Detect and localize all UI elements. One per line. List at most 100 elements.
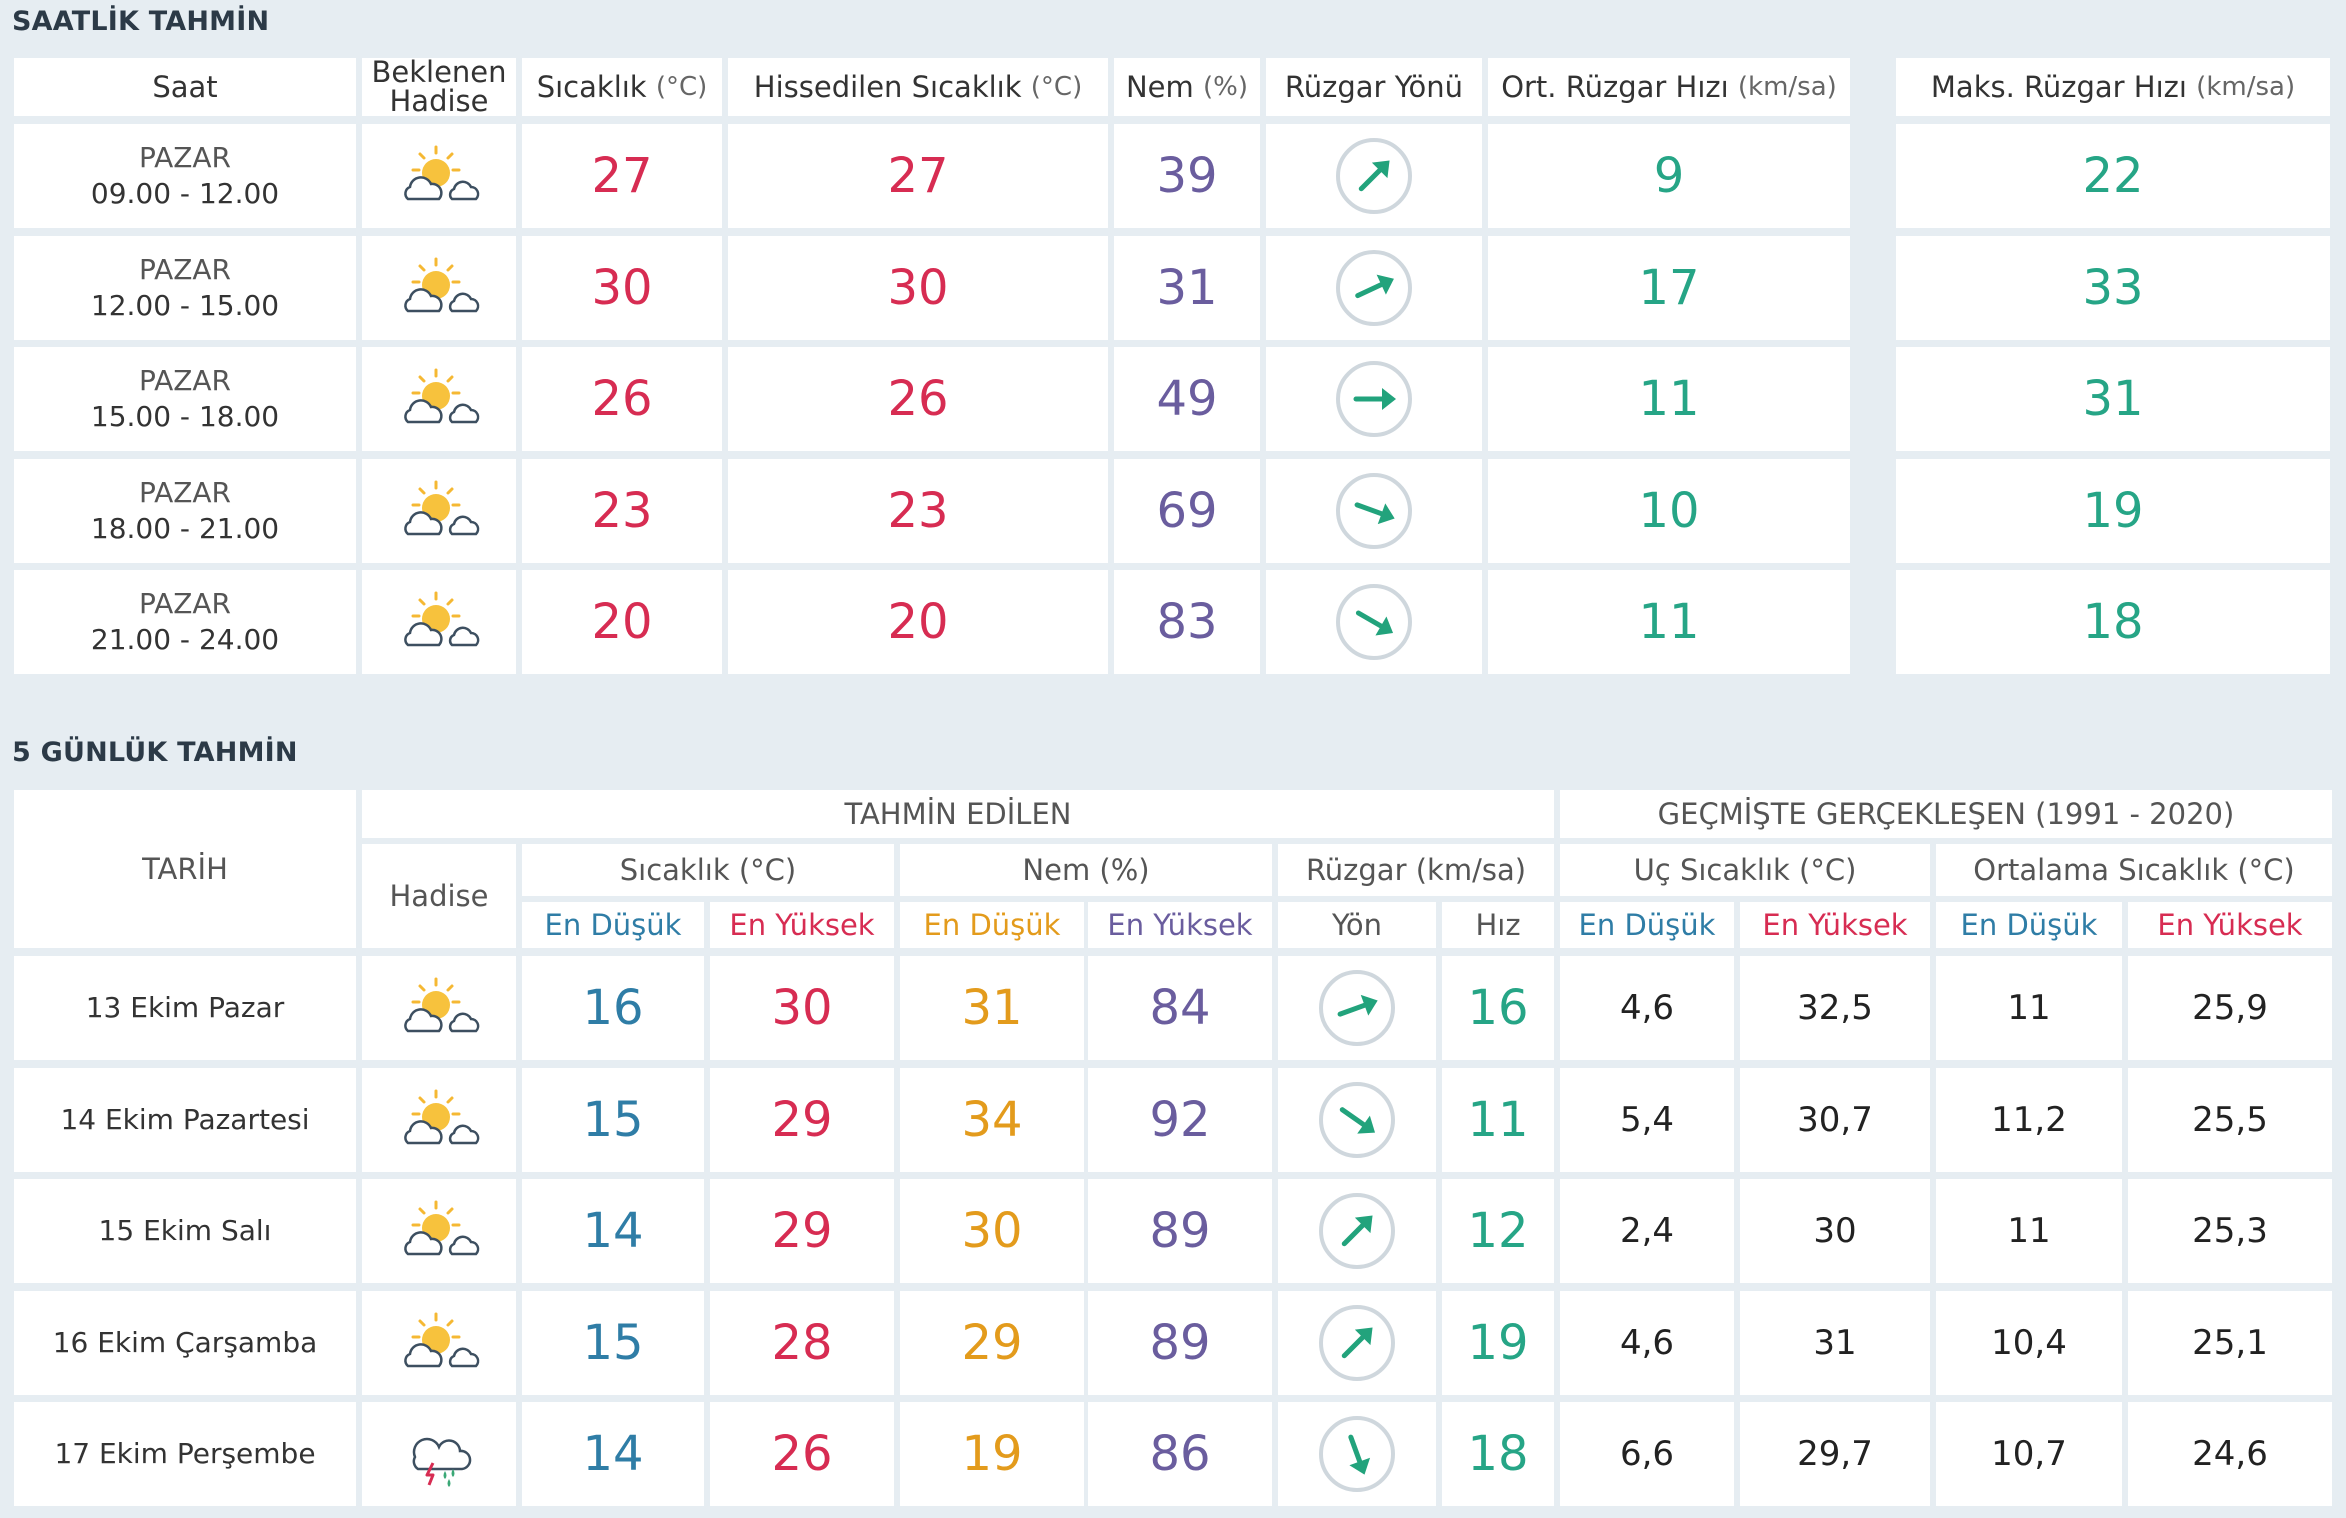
daily-humidity-min-cell: 19	[900, 1402, 1084, 1506]
daily-date: 17 Ekim Perşembe	[54, 1436, 316, 1470]
daily-average-max: 25,5	[2192, 1100, 2268, 1140]
partly-cloudy-icon	[404, 1200, 480, 1256]
daily-extreme-min: 4,6	[1619, 988, 1675, 1028]
hourly-humidity: 39	[1156, 148, 1218, 204]
hourly-temp-cell: 30	[522, 236, 722, 340]
hourly-wind-max: 18	[2082, 594, 2144, 650]
daily-extreme-max: 32,5	[1797, 988, 1873, 1028]
hourly-wind-max-cell: 19	[1896, 459, 2330, 563]
daily-humidity-max: 84	[1149, 980, 1211, 1036]
daily-average-min: 11	[2007, 988, 2051, 1028]
daily-temp-max-cell: 28	[710, 1291, 894, 1395]
hourly-humidity-cell: 83	[1114, 570, 1260, 674]
header-ortalama-sicaklik: Ortalama Sıcaklık (°C)	[1936, 844, 2332, 896]
daily-wind-speed: 19	[1467, 1315, 1529, 1371]
subheader-yon: Yön	[1278, 902, 1436, 948]
wind-direction-arrow-icon	[1319, 1416, 1395, 1492]
daily-humidity-max: 89	[1149, 1315, 1211, 1371]
daily-average-min: 10,7	[1991, 1434, 2067, 1474]
header-ruzgar-yonu: Rüzgar Yönü	[1266, 58, 1482, 116]
daily-date-cell: 17 Ekim Perşembe	[14, 1402, 356, 1506]
partly-cloudy-icon	[404, 1089, 480, 1145]
subheader-hiz-label: Hız	[1475, 908, 1521, 942]
daily-extreme-min: 4,6	[1619, 1323, 1675, 1363]
daily-humidity-min-cell: 34	[900, 1068, 1084, 1172]
subheader-hiz: Hız	[1442, 902, 1554, 948]
daily-extreme-min: 2,4	[1619, 1211, 1675, 1251]
header-tahmin-edilen-label: TAHMİN EDİLEN	[844, 796, 1072, 831]
subheader-en-yuksek: En Yüksek	[2128, 902, 2332, 948]
header-saat: Saat	[14, 58, 356, 116]
hourly-temp-cell: 20	[522, 570, 722, 674]
header-sicaklik: Sıcaklık (°C)	[522, 58, 722, 116]
daily-humidity-min-cell: 31	[900, 956, 1084, 1060]
hourly-feels: 26	[887, 371, 949, 427]
hourly-section-title: SAATLİK TAHMİN	[12, 6, 270, 37]
daily-temp-min: 14	[582, 1203, 644, 1259]
hourly-icon-cell	[362, 124, 516, 228]
wind-direction-arrow-icon	[1319, 1193, 1395, 1269]
hourly-temp: 26	[591, 371, 653, 427]
header-saat-label: Saat	[152, 69, 218, 104]
header-hissedilen-unit: (°C)	[1030, 72, 1083, 102]
subheader-en-yuksek-label: En Yüksek	[729, 908, 875, 942]
wind-direction-arrow-icon	[1319, 1305, 1395, 1381]
header-nem-label: Nem	[1125, 69, 1194, 104]
hourly-day-label: PAZAR	[138, 252, 232, 286]
daily-temp-min: 16	[582, 980, 644, 1036]
hourly-feels-cell: 23	[728, 459, 1108, 563]
daily-average-max-cell: 25,5	[2128, 1068, 2332, 1172]
daily-humidity-max-cell: 89	[1088, 1179, 1272, 1283]
subheader-en-dusuk: En Düşük	[522, 902, 704, 948]
daily-extreme-min-cell: 6,6	[1560, 1402, 1734, 1506]
hourly-feels-cell: 30	[728, 236, 1108, 340]
daily-date-cell: 14 Ekim Pazartesi	[14, 1068, 356, 1172]
daily-temp-max: 29	[771, 1203, 833, 1259]
daily-temp-max: 28	[771, 1315, 833, 1371]
daily-temp-max-cell: 26	[710, 1402, 894, 1506]
daily-wind-dir-cell	[1278, 1068, 1436, 1172]
daily-humidity-min: 19	[961, 1426, 1023, 1482]
daily-extreme-max-cell: 30,7	[1740, 1068, 1930, 1172]
wind-direction-arrow-icon	[1336, 250, 1412, 326]
daily-extreme-min: 5,4	[1619, 1100, 1675, 1140]
header-uc-sicaklik-label: Uç Sıcaklık (°C)	[1633, 852, 1857, 887]
header-tarih: TARİH	[14, 790, 356, 948]
hourly-feels-cell: 27	[728, 124, 1108, 228]
daily-wind-speed-cell: 19	[1442, 1291, 1554, 1395]
daily-temp-min-cell: 14	[522, 1402, 704, 1506]
header-maks-ruzgar-unit: (km/sa)	[2196, 72, 2296, 102]
hourly-wind-dir-cell	[1266, 236, 1482, 340]
hourly-time-range: 18.00 - 21.00	[90, 512, 280, 545]
daily-humidity-max-cell: 86	[1088, 1402, 1272, 1506]
header-gecmiste: GEÇMİŞTE GERÇEKLEŞEN (1991 - 2020)	[1560, 790, 2332, 838]
hourly-day-label: PAZAR	[138, 475, 232, 509]
daily-average-max-cell: 25,1	[2128, 1291, 2332, 1395]
subheader-en-dusuk: En Düşük	[1936, 902, 2122, 948]
header-ortalama-sicaklik-label: Ortalama Sıcaklık (°C)	[1973, 852, 2295, 887]
daily-extreme-max: 30,7	[1797, 1100, 1873, 1140]
hourly-wind-max: 19	[2082, 483, 2144, 539]
hourly-wind-max-cell: 18	[1896, 570, 2330, 674]
hourly-icon-cell	[362, 236, 516, 340]
partly-cloudy-icon	[404, 1312, 480, 1368]
daily-average-max-cell: 24,6	[2128, 1402, 2332, 1506]
hourly-wind-avg-cell: 17	[1488, 236, 1850, 340]
daily-extreme-max: 30	[1813, 1211, 1857, 1251]
hourly-humidity: 69	[1156, 483, 1218, 539]
daily-average-min-cell: 11	[1936, 1179, 2122, 1283]
partly-cloudy-icon	[404, 145, 480, 201]
daily-temp-max: 29	[771, 1092, 833, 1148]
wind-direction-arrow-icon	[1319, 970, 1395, 1046]
daily-humidity-max-cell: 92	[1088, 1068, 1272, 1172]
daily-extreme-min-cell: 2,4	[1560, 1179, 1734, 1283]
daily-wind-speed-cell: 18	[1442, 1402, 1554, 1506]
hourly-icon-cell	[362, 459, 516, 563]
partly-cloudy-icon	[404, 977, 480, 1033]
daily-humidity-min: 30	[961, 1203, 1023, 1259]
partly-cloudy-icon	[404, 591, 480, 647]
daily-average-min-cell: 11,2	[1936, 1068, 2122, 1172]
hourly-wind-dir-cell	[1266, 459, 1482, 563]
wind-direction-arrow-icon	[1336, 138, 1412, 214]
subheader-en-yuksek: En Yüksek	[1740, 902, 1930, 948]
